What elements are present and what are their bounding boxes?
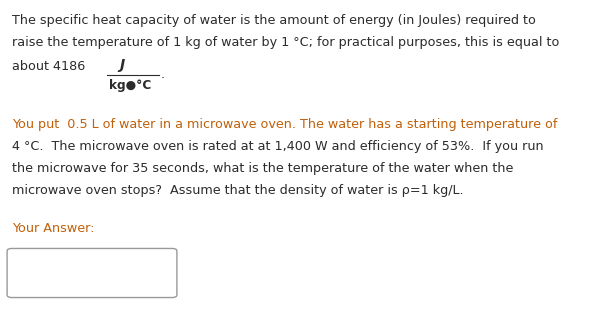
FancyBboxPatch shape xyxy=(7,249,177,298)
Text: kg●°C: kg●°C xyxy=(109,79,151,92)
Text: 4 °C.  The microwave oven is rated at at 1,400 W and efficiency of 53%.  If you : 4 °C. The microwave oven is rated at at … xyxy=(12,140,543,153)
Text: about 4186: about 4186 xyxy=(12,60,93,73)
Text: the microwave for 35 seconds, what is the temperature of the water when the: the microwave for 35 seconds, what is th… xyxy=(12,162,513,175)
Text: J: J xyxy=(119,58,124,72)
Text: .: . xyxy=(161,68,165,81)
Text: Your Answer:: Your Answer: xyxy=(12,222,94,235)
Text: microwave oven stops?  Assume that the density of water is ρ=1 kg/L.: microwave oven stops? Assume that the de… xyxy=(12,184,464,197)
Text: raise the temperature of 1 kg of water by 1 °C; for practical purposes, this is : raise the temperature of 1 kg of water b… xyxy=(12,36,559,49)
Text: The specific heat capacity of water is the amount of energy (in Joules) required: The specific heat capacity of water is t… xyxy=(12,14,536,27)
Text: You put  0.5 L of water in a microwave oven. The water has a starting temperatur: You put 0.5 L of water in a microwave ov… xyxy=(12,118,558,131)
